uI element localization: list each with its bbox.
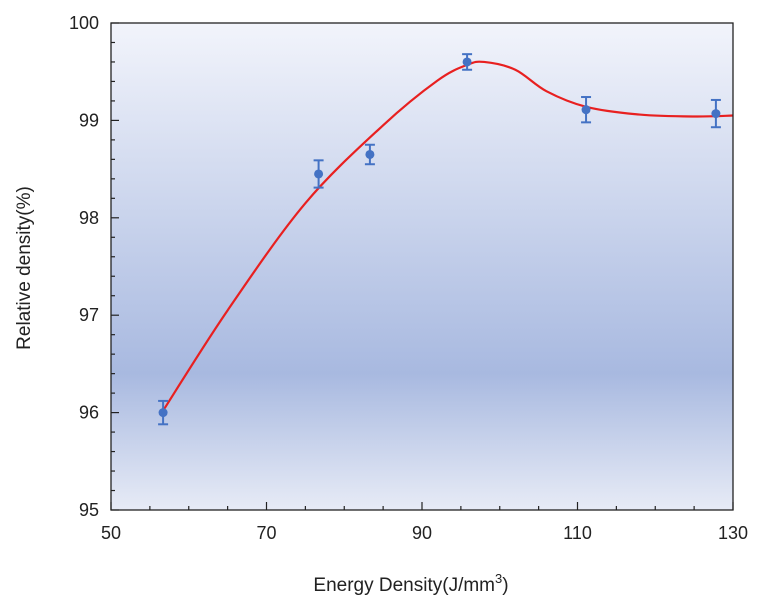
x-tick-label: 90 (412, 523, 432, 543)
y-axis-tick-labels: 95 96 97 98 99 100 (69, 13, 99, 520)
data-point (314, 169, 324, 179)
data-point (158, 408, 168, 418)
x-axis-title-superscript: 3 (495, 571, 502, 586)
fitted-curve-line (162, 60, 734, 412)
y-tick-label: 98 (79, 208, 99, 228)
y-tick-label: 100 (69, 13, 99, 33)
data-point-group (462, 53, 473, 71)
x-tick-label: 50 (101, 523, 121, 543)
x-axis-title-end: ) (502, 575, 508, 596)
x-axis-title: Energy Density(J/mm3) (313, 571, 508, 596)
data-point-group (364, 143, 375, 166)
data-point-group (313, 159, 324, 189)
data-point-group (158, 399, 169, 426)
x-tick-label: 70 (256, 523, 276, 543)
x-axis-tick-labels: 50 70 90 110 130 (101, 523, 748, 543)
data-point (711, 109, 721, 119)
data-points (158, 53, 721, 426)
x-tick-label: 130 (718, 523, 748, 543)
y-tick-label: 97 (79, 305, 99, 325)
y-axis-title: Relative density(%) (14, 186, 35, 350)
y-tick-label: 96 (79, 403, 99, 423)
data-point-group (710, 98, 721, 129)
x-tick-label: 110 (563, 523, 592, 543)
y-tick-label: 95 (79, 500, 99, 520)
data-point-group (581, 96, 592, 124)
y-tick-label: 99 (79, 110, 99, 130)
data-point (365, 149, 375, 159)
data-point (581, 105, 591, 115)
data-point (462, 57, 472, 67)
x-axis-title-text: Energy Density(J/mm (313, 575, 495, 596)
plot-area-background (111, 23, 733, 510)
plot-area-frame (110, 22, 734, 511)
